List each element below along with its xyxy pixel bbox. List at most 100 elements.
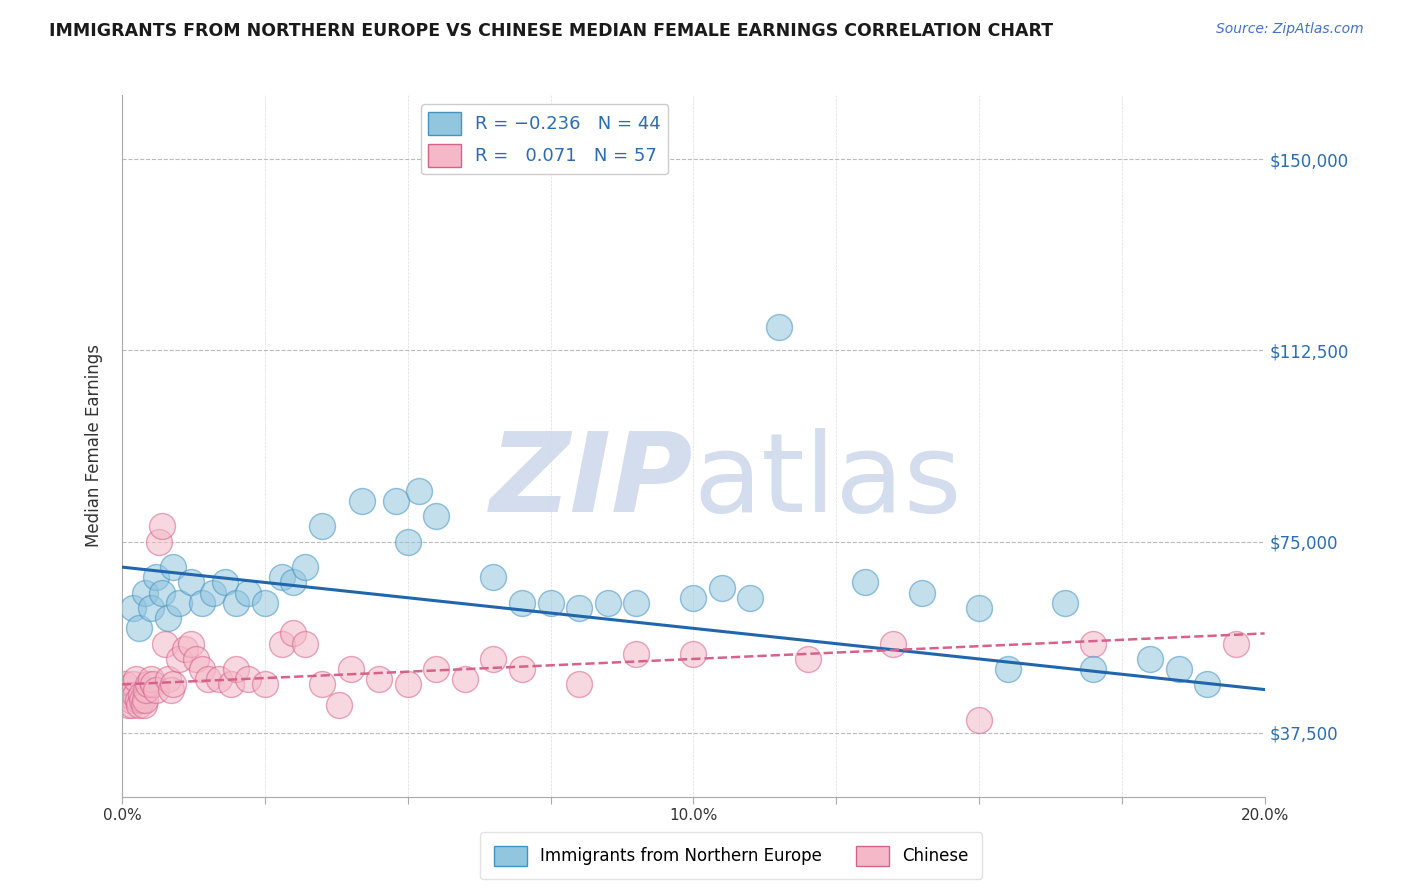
Point (148, 534, 170, 549)
Point (219, 677, 242, 691)
Point (1083, 637, 1105, 651)
Point (134, 585, 156, 599)
Point (132, 698, 155, 712)
Point (125, 673, 148, 687)
Point (368, 673, 391, 687)
Y-axis label: Median Female Earnings: Median Female Earnings (86, 344, 103, 548)
Point (202, 585, 225, 599)
Text: atlas: atlas (693, 427, 962, 534)
Point (568, 601, 591, 615)
Point (156, 673, 179, 687)
Point (174, 641, 197, 656)
Point (482, 652, 505, 666)
Point (510, 596, 533, 610)
Point (167, 596, 190, 610)
Point (191, 596, 214, 610)
Point (396, 677, 419, 691)
Point (253, 596, 276, 610)
Point (408, 483, 430, 498)
Point (710, 581, 733, 595)
Point (142, 677, 165, 691)
Point (568, 677, 591, 691)
Point (253, 677, 276, 691)
Point (180, 575, 202, 590)
Point (180, 637, 202, 651)
Point (136, 677, 159, 691)
Point (121, 698, 143, 712)
Point (114, 677, 136, 691)
Point (134, 692, 156, 706)
Point (328, 698, 350, 712)
Point (624, 596, 647, 610)
Point (350, 493, 373, 508)
Point (236, 673, 259, 687)
Point (131, 692, 153, 706)
Point (162, 560, 184, 574)
Point (225, 662, 247, 676)
Point (853, 575, 876, 590)
Point (122, 601, 145, 615)
Point (1225, 637, 1247, 651)
Point (128, 698, 150, 712)
Point (1167, 662, 1189, 676)
Point (162, 677, 184, 691)
Point (385, 493, 408, 508)
Point (967, 601, 990, 615)
Point (768, 320, 790, 334)
Point (1197, 677, 1219, 691)
Point (311, 519, 333, 533)
Point (214, 575, 236, 590)
Point (139, 601, 162, 615)
Point (967, 713, 990, 727)
Point (145, 682, 167, 697)
Point (159, 682, 181, 697)
Text: IMMIGRANTS FROM NORTHERN EUROPE VS CHINESE MEDIAN FEMALE EARNINGS CORRELATION CH: IMMIGRANTS FROM NORTHERN EUROPE VS CHINE… (49, 22, 1053, 40)
Point (454, 673, 477, 687)
Point (153, 637, 176, 651)
Point (191, 662, 214, 676)
Point (118, 688, 141, 702)
Point (339, 662, 361, 676)
Point (127, 692, 149, 706)
Point (311, 677, 333, 691)
Point (197, 673, 219, 687)
Point (482, 570, 505, 584)
Point (294, 637, 316, 651)
Point (167, 652, 190, 666)
Point (396, 534, 419, 549)
Point (135, 682, 157, 697)
Point (294, 560, 316, 574)
Point (911, 585, 934, 599)
Point (271, 570, 294, 584)
Point (283, 626, 305, 640)
Legend: R = −0.236   N = 44, R =   0.071   N = 57: R = −0.236 N = 44, R = 0.071 N = 57 (422, 104, 668, 174)
Point (624, 647, 647, 661)
Point (882, 637, 904, 651)
Point (115, 688, 138, 702)
Point (236, 585, 259, 599)
Point (150, 585, 173, 599)
Point (682, 647, 704, 661)
Point (596, 596, 619, 610)
Point (225, 596, 247, 610)
Point (208, 673, 231, 687)
Point (1083, 662, 1105, 676)
Point (997, 662, 1019, 676)
Point (117, 698, 139, 712)
Point (129, 688, 152, 702)
Point (510, 662, 533, 676)
Point (283, 575, 305, 590)
Point (425, 509, 447, 524)
Point (1139, 652, 1161, 666)
Point (796, 652, 818, 666)
Point (139, 673, 162, 687)
Text: Source: ZipAtlas.com: Source: ZipAtlas.com (1216, 22, 1364, 37)
Point (122, 677, 145, 691)
Point (271, 637, 294, 651)
Point (156, 611, 179, 625)
Text: ZIP: ZIP (489, 427, 693, 534)
Point (120, 692, 142, 706)
Point (124, 688, 146, 702)
Point (145, 570, 167, 584)
Point (740, 591, 762, 605)
